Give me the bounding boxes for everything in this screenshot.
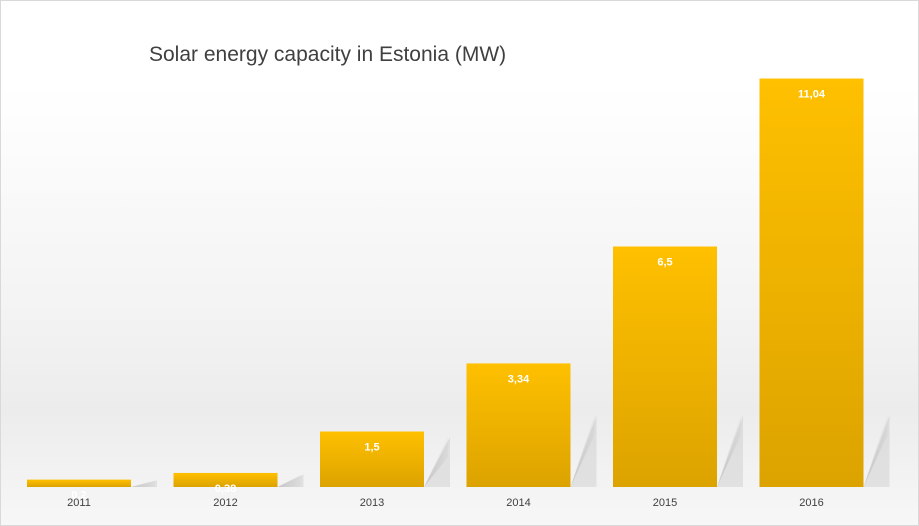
bar-2016 [759, 78, 864, 488]
x-tick-label-2012: 2012 [213, 497, 237, 509]
x-tick-label-2011: 2011 [67, 497, 91, 509]
bar-shadow-fill-2011 [131, 480, 157, 487]
bar-2011 [27, 479, 131, 487]
bar-shadow-fill-2014 [570, 415, 597, 487]
x-tick-label-2016: 2016 [799, 497, 823, 509]
bar-shadow-fill-2012 [277, 474, 304, 487]
x-tick-label-2015: 2015 [653, 497, 677, 509]
data-label-2013: 1,5 [364, 442, 379, 454]
bar-shadow-2011 [131, 480, 155, 487]
chart-title: Solar energy capacity in Estonia (MW) [149, 43, 507, 66]
bar-shadow-fill-2016 [863, 415, 890, 487]
x-axis-ticks: 2011 2012 2013 2014 2015 2016 [67, 497, 824, 509]
bar-shadow-2014 [570, 415, 595, 487]
bar-shadow-2015 [717, 415, 741, 487]
bar-shadow-2016 [863, 415, 888, 487]
bar-2014 [466, 363, 571, 487]
bar-2013 [320, 431, 424, 487]
data-labels: 0,2 0,38 1,5 3,34 6,5 11,04 [71, 89, 825, 502]
bars [27, 78, 864, 488]
x-tick-label-2014: 2014 [506, 497, 530, 509]
data-label-2012: 0,38 [215, 483, 236, 495]
bar-shadow-fill-2015 [717, 415, 743, 487]
bar-shadows [131, 415, 890, 487]
bar-shadow-fill-2013 [424, 437, 450, 487]
x-tick-label-2013: 2013 [360, 497, 384, 509]
bar-2012 [173, 472, 278, 487]
data-label-2015: 6,5 [657, 257, 672, 269]
data-label-2011: 0,2 [71, 490, 86, 502]
bar-shadow-2013 [424, 437, 448, 487]
bar-shadow-2012 [277, 474, 302, 487]
bar-2015 [613, 246, 717, 487]
data-label-2016: 11,04 [798, 89, 826, 101]
data-label-2014: 3,34 [508, 373, 530, 385]
